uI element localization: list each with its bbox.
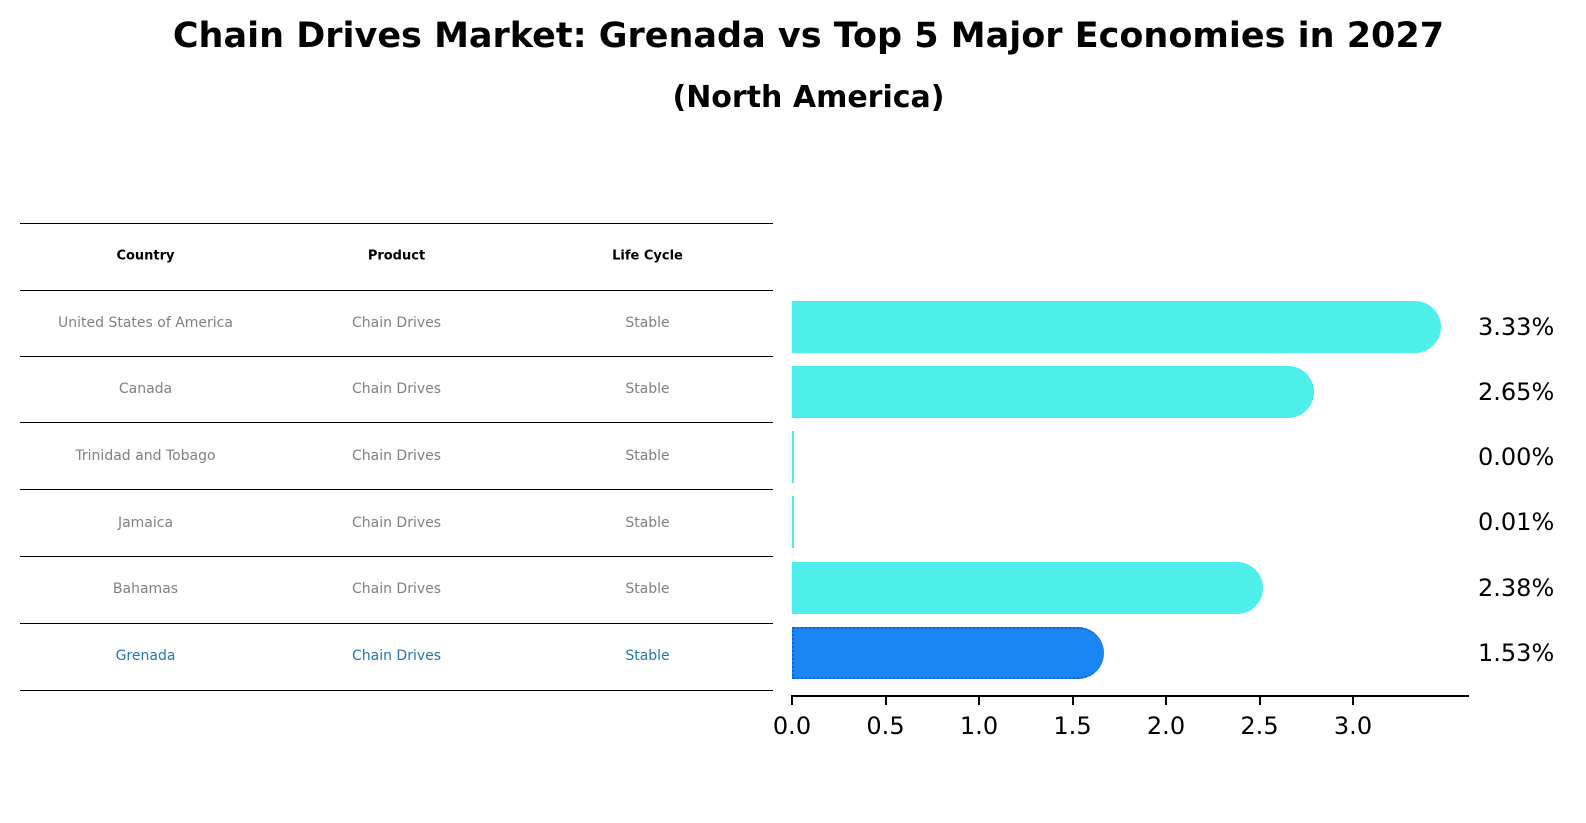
column-header-product: Product bbox=[367, 248, 426, 264]
bar bbox=[792, 431, 794, 483]
bar bbox=[792, 562, 1264, 614]
cell-country: Bahamas bbox=[112, 581, 179, 597]
x-tick-label: 2.5 bbox=[1240, 712, 1279, 740]
cell-product: Chain Drives bbox=[351, 515, 442, 531]
table-rule bbox=[20, 690, 773, 691]
x-tick-label: 0.5 bbox=[866, 712, 905, 740]
value-label: 0.00% bbox=[1478, 443, 1555, 471]
cell-life-cycle: Stable bbox=[625, 381, 670, 397]
cell-country: Grenada bbox=[115, 648, 176, 664]
cell-country: Canada bbox=[118, 381, 173, 397]
x-tick bbox=[1165, 696, 1167, 705]
chart-title: Chain Drives Market: Grenada vs Top 5 Ma… bbox=[172, 16, 1445, 56]
cell-country: Jamaica bbox=[117, 515, 174, 531]
x-tick-label: 1.0 bbox=[959, 712, 999, 740]
x-axis bbox=[791, 695, 1469, 697]
bar-highlighted bbox=[792, 627, 1105, 679]
bar bbox=[792, 301, 1441, 353]
value-label: 0.01% bbox=[1478, 508, 1555, 536]
column-header-country: Country bbox=[116, 248, 175, 264]
x-tick bbox=[978, 696, 980, 705]
table-rule bbox=[20, 223, 773, 224]
value-label: 3.33% bbox=[1478, 313, 1555, 341]
bar bbox=[792, 496, 794, 548]
x-tick-label: 0.0 bbox=[772, 712, 812, 740]
cell-country: Trinidad and Tobago bbox=[75, 448, 216, 464]
table-rule bbox=[20, 290, 773, 291]
x-tick bbox=[884, 696, 887, 705]
cell-country: United States of America bbox=[58, 315, 233, 331]
cell-life-cycle: Stable bbox=[625, 581, 670, 597]
value-label: 1.53% bbox=[1478, 639, 1555, 667]
x-tick-label: 2.0 bbox=[1146, 712, 1186, 740]
cell-life-cycle: Stable bbox=[625, 648, 670, 664]
table-rule bbox=[20, 556, 773, 557]
bar bbox=[792, 366, 1314, 418]
cell-product: Chain Drives bbox=[351, 381, 442, 397]
x-tick bbox=[1258, 696, 1261, 705]
x-tick bbox=[1071, 696, 1074, 705]
column-header-life-cycle: Life Cycle bbox=[612, 248, 683, 264]
cell-life-cycle: Stable bbox=[625, 448, 670, 464]
table-rule bbox=[20, 489, 773, 490]
cell-product: Chain Drives bbox=[351, 448, 442, 464]
table-rule bbox=[20, 623, 773, 624]
chart-subtitle: (North America) bbox=[672, 80, 945, 115]
cell-product: Chain Drives bbox=[351, 315, 442, 331]
table-rule bbox=[20, 422, 773, 423]
value-label: 2.65% bbox=[1478, 378, 1555, 406]
x-tick bbox=[1352, 696, 1354, 705]
value-label: 2.38% bbox=[1478, 574, 1555, 602]
x-tick bbox=[791, 696, 793, 705]
cell-product: Chain Drives bbox=[351, 648, 442, 664]
table-rule bbox=[20, 356, 773, 357]
x-tick-label: 3.0 bbox=[1333, 712, 1373, 740]
cell-life-cycle: Stable bbox=[625, 315, 670, 331]
cell-product: Chain Drives bbox=[351, 581, 442, 597]
cell-life-cycle: Stable bbox=[625, 515, 670, 531]
x-tick-label: 1.5 bbox=[1053, 712, 1092, 740]
